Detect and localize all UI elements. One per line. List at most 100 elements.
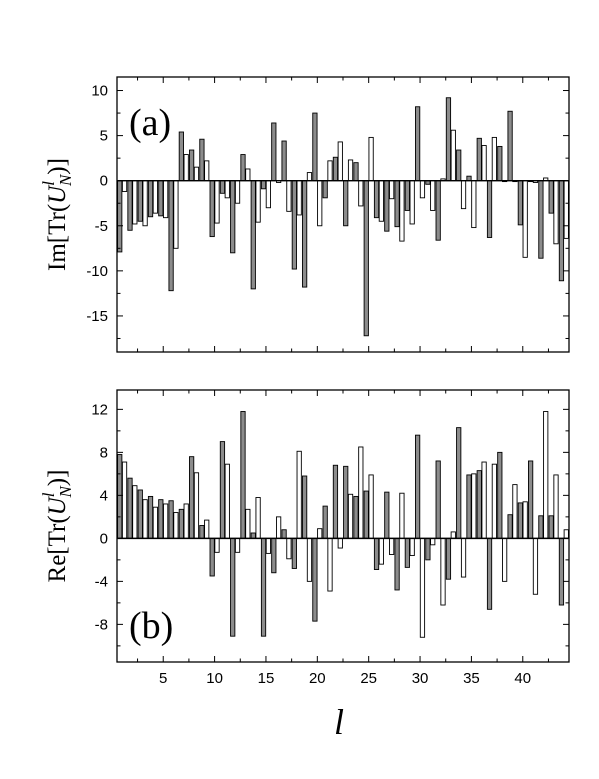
bar-a-s2-22 <box>337 141 343 182</box>
bar-a-s2-17 <box>286 180 292 212</box>
xtick-label-b: 15 <box>258 670 275 687</box>
bar-b-s1-26 <box>373 537 380 570</box>
bar-b-s1-16 <box>271 537 277 574</box>
bar-a-s1-42 <box>538 180 544 259</box>
xtick-label-b: 25 <box>360 670 377 687</box>
bar-b-s1-24 <box>353 495 359 539</box>
bar-a-s2-11 <box>224 180 230 199</box>
bar-a-s1-32 <box>435 180 441 241</box>
bar-b-s2-39 <box>512 484 518 539</box>
bar-b-s1-39 <box>507 514 513 539</box>
bar-b-s1-10 <box>209 537 215 577</box>
bar-a-s1-3 <box>137 180 143 222</box>
bar-b-s1-38 <box>497 451 503 539</box>
bar-a-s1-22 <box>332 156 339 182</box>
xtick-label-b: 5 <box>159 670 167 687</box>
bar-b-s2-28 <box>399 492 405 539</box>
bar-a-s2-43 <box>553 180 559 245</box>
bar-a-s2-27 <box>389 180 395 200</box>
bar-b-s2-35 <box>471 473 477 539</box>
bar-b-s1-42 <box>538 515 544 539</box>
bar-b-s2-19 <box>306 537 313 582</box>
bar-a-s1-44 <box>558 180 565 282</box>
bar-b-s1-22 <box>332 464 339 539</box>
bar-a-s2-20 <box>317 180 323 227</box>
bar-a-s2-7 <box>183 154 189 182</box>
bar-a-s1-12 <box>230 180 236 254</box>
bar-a-s1-17 <box>281 140 287 182</box>
bar-a-s2-25 <box>368 136 374 182</box>
bar-a-s1-2 <box>127 180 133 231</box>
bar-a-s1-18 <box>291 180 297 270</box>
bar-a-s2-33 <box>450 129 456 182</box>
bar-b-s1-23 <box>343 465 349 539</box>
bar-b-s1-17 <box>281 529 287 539</box>
bar-a-s2-26 <box>378 180 384 222</box>
bar-a-s2-35 <box>471 180 477 229</box>
bar-b-s1-41 <box>528 460 534 539</box>
bar-b-s2-11 <box>224 463 230 539</box>
ytick-label-a: -5 <box>95 218 108 235</box>
bar-a-s1-10 <box>209 180 215 238</box>
ytick-label-b: 4 <box>100 487 108 504</box>
bar-a-s2-29 <box>409 180 415 225</box>
bar-a-s1-16 <box>271 122 277 182</box>
bar-a-s1-8 <box>189 149 195 182</box>
bar-b-s2-21 <box>327 537 333 592</box>
plot-frame-a <box>116 76 570 353</box>
bar-a-s1-15 <box>260 180 267 190</box>
bar-a-s2-10 <box>214 180 220 224</box>
bar-a-s1-4 <box>147 180 154 218</box>
bar-b-s1-31 <box>425 537 431 561</box>
bar-b-s2-6 <box>173 512 179 539</box>
ytick-label-a: 5 <box>100 128 108 145</box>
bar-b-s1-9 <box>199 525 205 539</box>
bar-a-s1-24 <box>353 162 359 182</box>
bar-b-s2-2 <box>132 485 138 539</box>
bar-b-s1-7 <box>178 508 184 539</box>
bar-a-s1-11 <box>219 180 226 194</box>
bar-a-s1-26 <box>373 180 380 219</box>
bar-a-s2-21 <box>327 160 333 182</box>
bar-b-s2-13 <box>245 508 251 539</box>
bar-b-s2-12 <box>234 537 241 553</box>
xtick-label-b: 40 <box>514 670 531 687</box>
bar-b-s2-15 <box>265 537 271 554</box>
bar-b-s1-15 <box>260 537 267 637</box>
bar-b-s2-5 <box>163 503 169 539</box>
ytick-label-b: -8 <box>95 616 108 633</box>
bar-b-s2-44 <box>563 529 569 539</box>
bar-b-s1-6 <box>168 500 174 539</box>
bar-b-s1-34 <box>456 427 462 539</box>
bar-a-s1-25 <box>363 180 369 337</box>
bar-a-s1-21 <box>322 180 328 199</box>
ytick-label-a: 0 <box>100 173 108 190</box>
ytick-label-b: -4 <box>95 573 108 590</box>
bar-b-s1-14 <box>250 532 256 539</box>
bar-a-s2-15 <box>265 180 271 209</box>
bar-a-s2-18 <box>296 180 302 216</box>
ylabel-a: Im[Tr(UlN)] <box>39 158 75 271</box>
bar-a-s1-7 <box>178 131 184 182</box>
bar-b-s2-31 <box>430 537 436 546</box>
bar-b-s1-36 <box>476 470 482 539</box>
bar-b-s1-18 <box>291 537 297 569</box>
bar-a-s1-27 <box>384 180 390 232</box>
bar-b-s1-43 <box>548 515 554 539</box>
bar-a-s2-40 <box>522 180 528 258</box>
bar-b-s2-34 <box>460 537 467 578</box>
bar-a-s1-39 <box>507 110 513 182</box>
bar-a-s2-34 <box>460 180 467 210</box>
ytick-label-b: 8 <box>100 444 108 461</box>
bar-b-s1-8 <box>189 456 195 539</box>
xtick-label-b: 30 <box>412 670 429 687</box>
bar-a-s1-14 <box>250 180 256 290</box>
bar-a-s1-33 <box>445 97 452 182</box>
bar-a-s1-29 <box>404 180 410 211</box>
bar-a-s2-23 <box>347 159 354 182</box>
bar-b-s1-27 <box>384 491 390 539</box>
bar-b-s2-43 <box>553 474 559 539</box>
bar-a-s1-37 <box>486 180 493 238</box>
bar-b-s1-20 <box>312 537 318 622</box>
